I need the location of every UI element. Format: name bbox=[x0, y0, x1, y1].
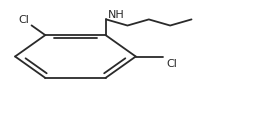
Text: NH: NH bbox=[108, 10, 125, 20]
Text: Cl: Cl bbox=[18, 15, 29, 25]
Text: Cl: Cl bbox=[166, 58, 177, 68]
